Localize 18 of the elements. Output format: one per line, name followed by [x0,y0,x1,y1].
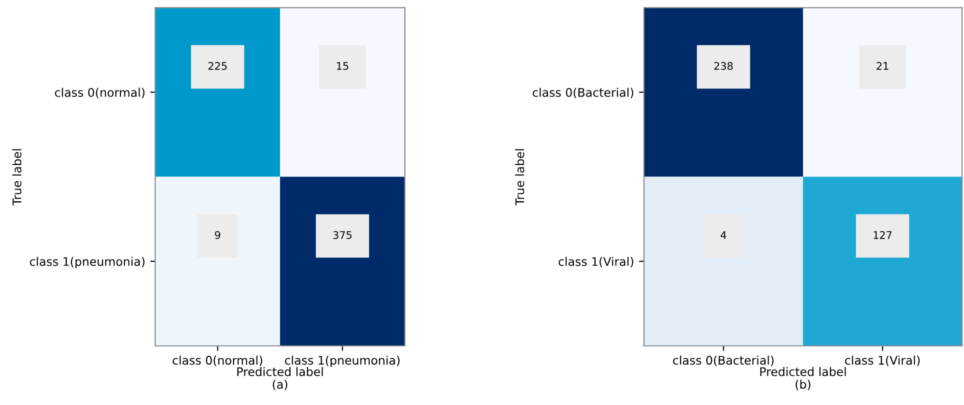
data-label: 375 [333,231,352,239]
text: (b) [796,380,810,390]
data-label: 15 [336,62,348,70]
x-axis-title: Predicted label [760,367,846,376]
x-axis-title: Predicted label [237,367,323,376]
data-label: 238 [714,62,733,70]
y-axis-title: True label [12,149,22,206]
y-axis-title: True label [515,149,524,206]
x-tick-label: class 1(pneumonia) [285,356,400,368]
data-label: 127 [874,231,892,239]
data-label: 9 [214,231,220,239]
data-label: 4 [720,231,726,239]
data-label: 225 [208,62,227,70]
x-tick-label: class 1(Viral) [845,356,920,366]
x-tick-label: class 0(Bacterial) [673,356,774,366]
text: (a) [272,380,288,390]
x-tick-label: class 0(normal) [172,356,262,366]
data-label: 21 [876,62,888,70]
